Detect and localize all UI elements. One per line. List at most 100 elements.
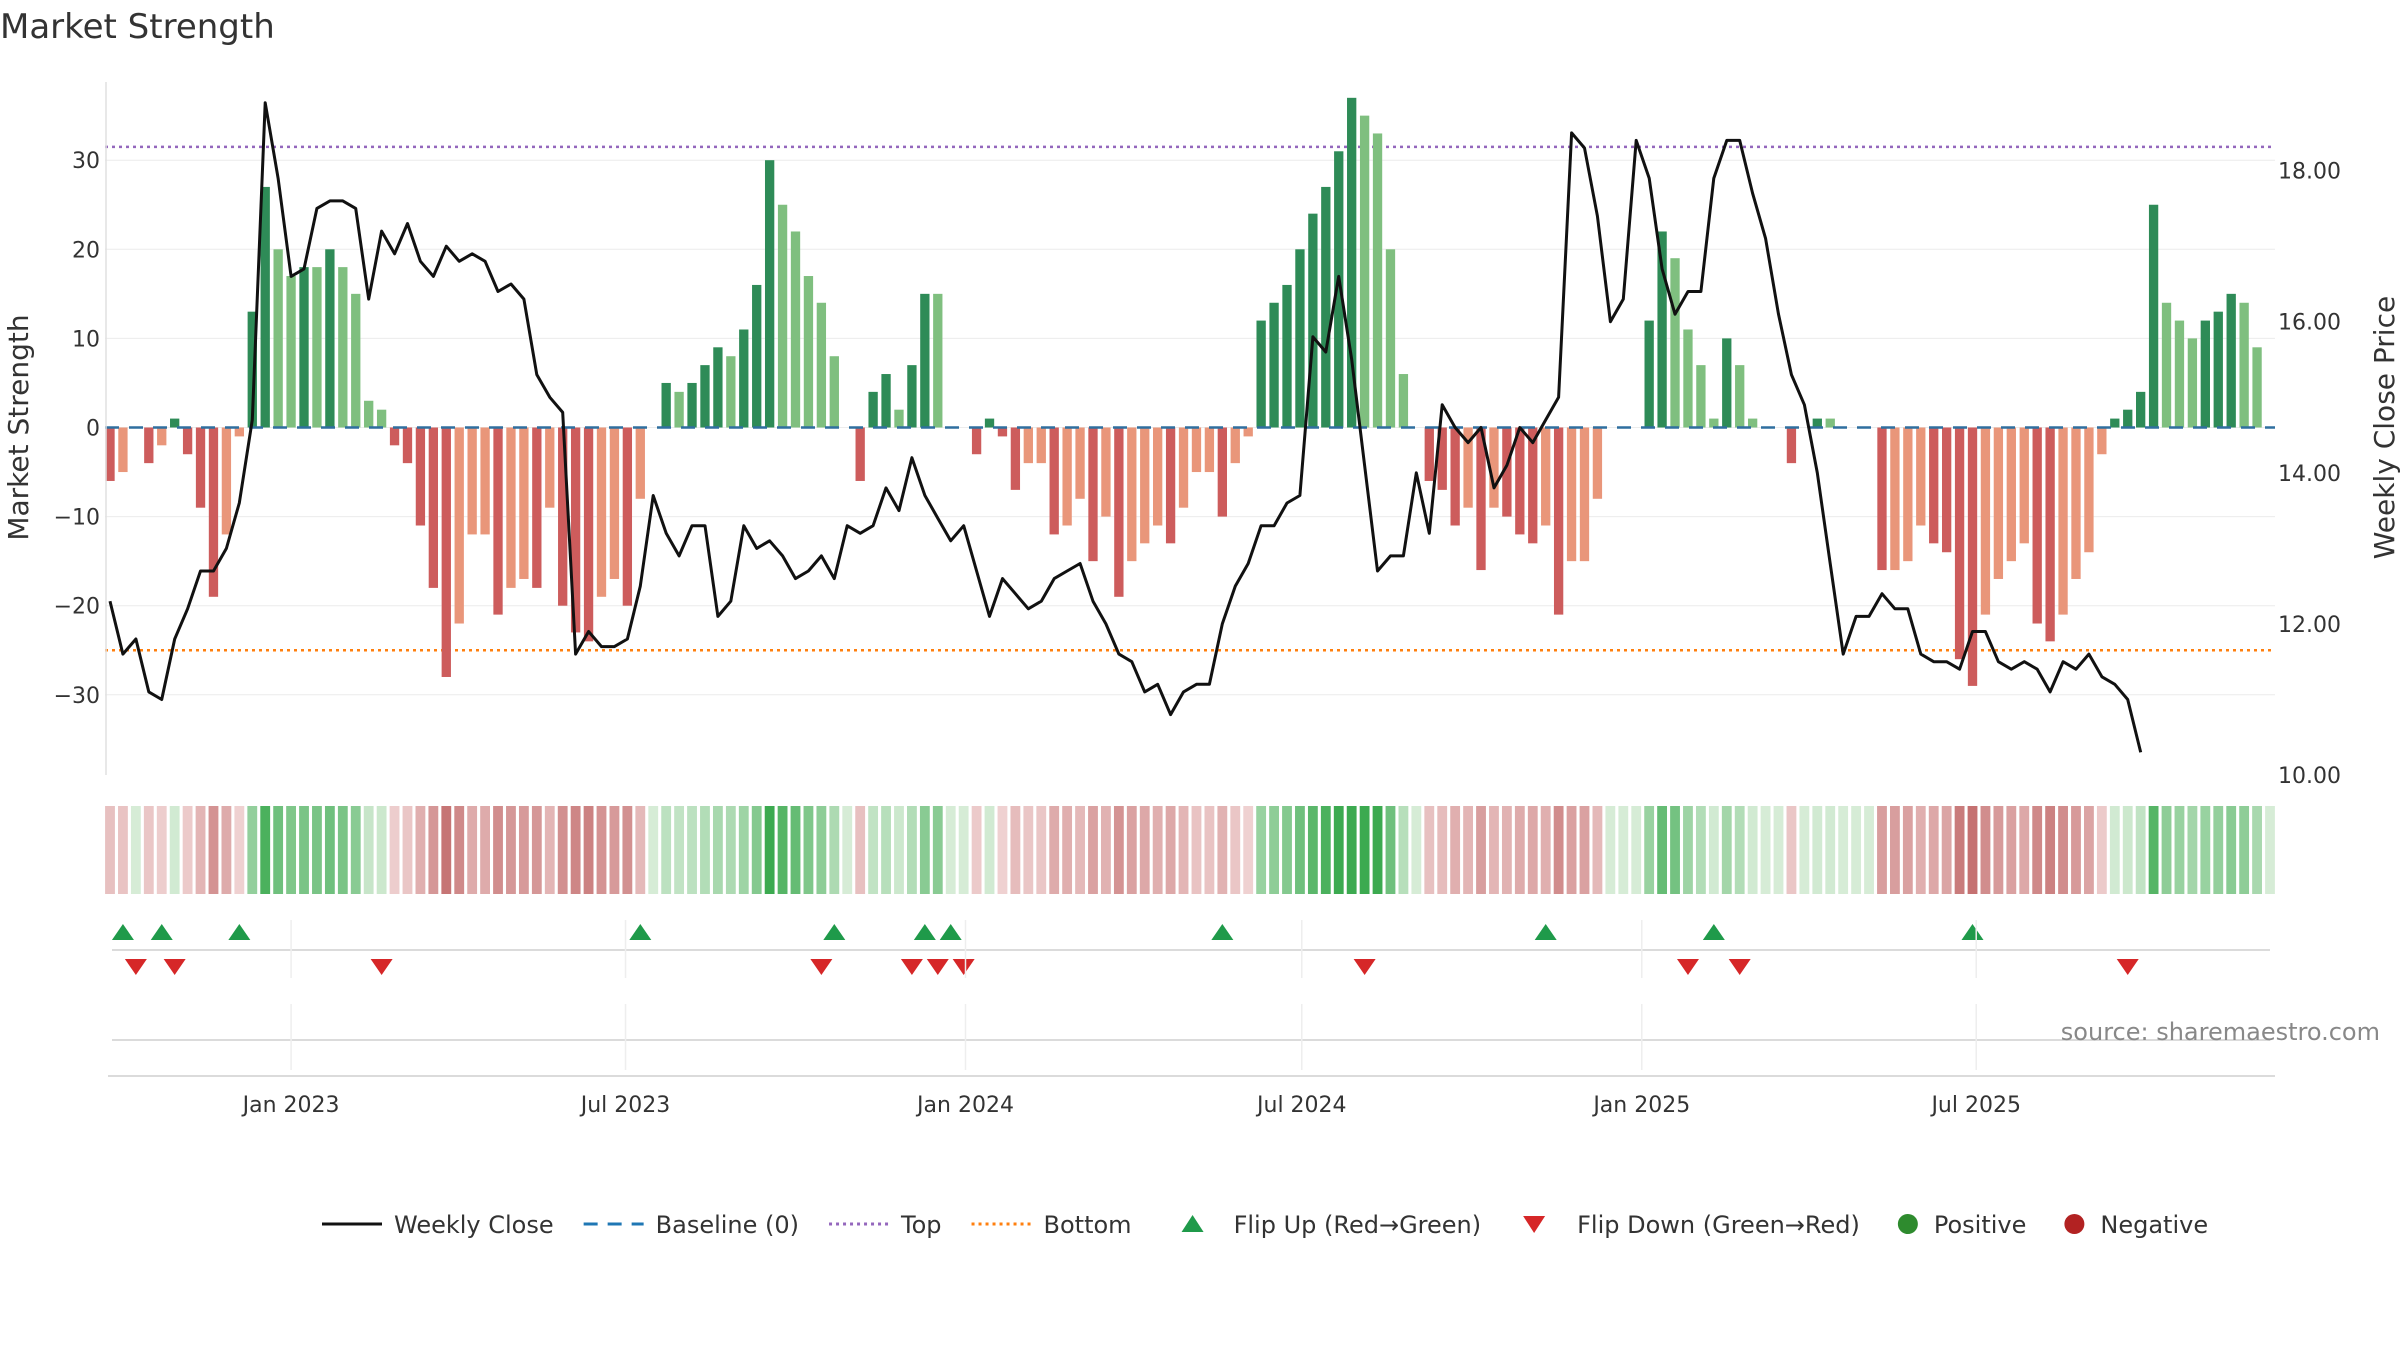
strength-bar <box>1747 418 1758 428</box>
strip-cell <box>725 806 736 894</box>
strength-bar <box>2161 302 2172 428</box>
strength-bar <box>752 284 762 428</box>
strip-cell <box>1514 806 1525 894</box>
strength-bar <box>790 231 801 428</box>
strip-cell <box>2213 806 2224 894</box>
strength-bar <box>1385 249 1396 428</box>
strip-cell <box>1889 806 1900 894</box>
strength-bar <box>454 427 464 624</box>
strip-cell <box>195 806 206 894</box>
strip-cell <box>337 806 348 894</box>
strip-cell <box>1915 806 1926 894</box>
strength-bar <box>519 427 529 579</box>
strip-cell <box>1023 806 1034 894</box>
strip-cell <box>1062 806 1073 894</box>
strength-bar <box>157 427 167 446</box>
strength-bar <box>713 347 723 428</box>
strength-bar <box>570 427 581 633</box>
strength-bar <box>609 427 620 579</box>
strip-cell <box>1553 806 1564 894</box>
strength-bar <box>1735 365 1745 428</box>
legend-label: Weekly Close <box>394 1211 554 1239</box>
strip-cell <box>777 806 788 894</box>
strip-cell <box>1721 806 1732 894</box>
strength-bar <box>1153 427 1163 526</box>
legend-swatch-circle <box>2064 1214 2085 1234</box>
strength-bar <box>1437 427 1447 490</box>
flip-up-marker <box>228 924 251 940</box>
strip-cell <box>816 806 827 894</box>
strip-cell <box>1165 806 1176 894</box>
strength-bar <box>1696 365 1706 428</box>
weekly-close-line <box>108 101 2143 753</box>
strength-bar <box>700 365 710 428</box>
y-right-axis-label: Weekly Close Price <box>2368 296 2400 559</box>
y-right-tick-label: 16.00 <box>2278 311 2341 336</box>
strength-bar <box>2019 427 2029 544</box>
strength-bar <box>1812 418 1822 428</box>
strength-bar <box>583 427 594 642</box>
strip-cell <box>1424 806 1435 894</box>
strength-bar <box>1101 427 1111 517</box>
strength-bar <box>764 160 775 428</box>
flip-down-marker <box>1353 959 1376 975</box>
strength-bar <box>687 382 697 428</box>
strip-cell <box>557 806 568 894</box>
strip-cell <box>1760 806 1771 894</box>
strip-cell <box>1812 806 1823 894</box>
strip-cell <box>1256 806 1267 894</box>
strip-cell <box>1075 806 1085 894</box>
x-tick-label: Jan 2024 <box>915 1093 1014 1118</box>
strength-bar <box>971 427 982 455</box>
strength-bar <box>2226 293 2236 428</box>
strength-bar <box>1308 213 1318 428</box>
strength-bar <box>1541 427 1551 526</box>
strip-cell <box>1747 806 1758 894</box>
strip-cell <box>1644 806 1655 894</box>
strip-cell <box>415 806 426 894</box>
legend-label: Top <box>900 1211 942 1239</box>
strength-bar <box>312 267 322 428</box>
strip-cell <box>208 806 219 894</box>
strength-bar <box>2084 427 2094 553</box>
strength-bar <box>182 427 193 455</box>
strip-cell <box>1631 806 1642 894</box>
strength-bar <box>1230 427 1240 464</box>
strip-cell <box>1282 806 1292 894</box>
y-left-axis-label: Market Strength <box>2 314 35 540</box>
strip-cell <box>493 806 503 894</box>
strip-cell <box>868 806 879 894</box>
strip-cell <box>1592 806 1603 894</box>
legend-item: Flip Down (Green→Red) <box>1523 1211 1860 1239</box>
legend-item: Weekly Close <box>322 1211 554 1239</box>
strip-cell <box>609 806 620 894</box>
strength-bar <box>661 382 671 428</box>
y-left-tick-label: −10 <box>54 506 100 531</box>
legend-label: Bottom <box>1044 1211 1132 1239</box>
strip-cell <box>971 806 982 894</box>
strip-cell <box>1708 806 1719 894</box>
strip-cell <box>1320 806 1331 894</box>
strength-bar <box>907 365 917 428</box>
strip-cell <box>881 806 891 894</box>
strip-cell <box>260 806 271 894</box>
strength-bar <box>2213 311 2223 428</box>
strip-cell <box>2174 806 2185 894</box>
strength-bar <box>739 329 749 428</box>
strength-bar <box>1088 427 1098 562</box>
flip-down-marker <box>810 959 833 975</box>
strip-cell <box>130 806 141 894</box>
strength-bar <box>234 427 244 437</box>
strip-cell <box>1385 806 1396 894</box>
flip-up-marker <box>823 924 846 940</box>
strength-bar <box>1528 427 1538 544</box>
strip-cell <box>1450 806 1461 894</box>
strength-bar <box>441 427 451 677</box>
x-tick-label: Jan 2023 <box>241 1093 340 1118</box>
strength-bar <box>376 409 387 428</box>
strength-bar <box>1722 338 1732 428</box>
strip-cell <box>1113 806 1124 894</box>
strength-bar <box>868 391 878 428</box>
strength-bar <box>506 427 516 588</box>
strength-bar <box>532 427 542 588</box>
